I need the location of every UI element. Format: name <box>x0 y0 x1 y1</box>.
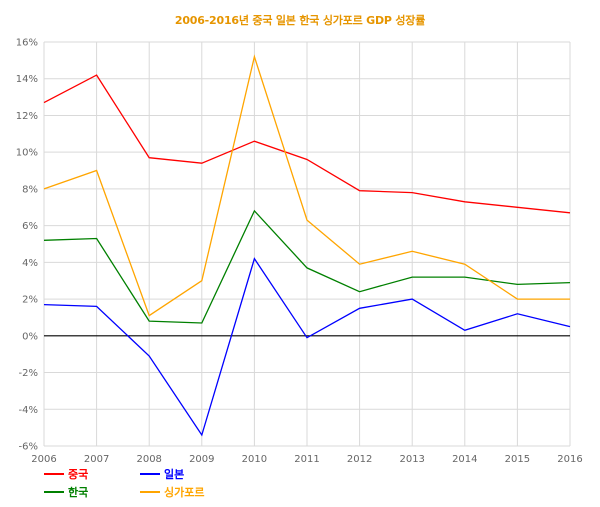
legend-item: 싱가포르 <box>140 484 204 500</box>
y-tick-labels: 16% 14% 12% 10% 8% 6% 4% 2% 0% -2% -4% -6% <box>16 38 38 453</box>
legend-label: 중국 <box>68 468 89 481</box>
series-line-1 <box>43 257 571 437</box>
y-tick-label: 8% <box>22 184 38 195</box>
legend-item: 일본 <box>140 466 184 482</box>
x-tick-label: 2012 <box>347 454 372 465</box>
x-tick-label: 2010 <box>242 454 267 465</box>
legend-label: 한국 <box>68 486 89 499</box>
x-tick-label: 2006 <box>31 454 56 465</box>
grid-lines <box>43 41 571 447</box>
legend-swatch <box>140 473 160 475</box>
series-line-2 <box>43 209 571 324</box>
y-tick-label: 14% <box>16 74 38 85</box>
x-tick-label: 2013 <box>399 454 424 465</box>
x-tick-labels: 2006 2007 2008 2009 2010 2011 2012 2013 2014 2015… <box>31 454 582 465</box>
y-tick-label: -2% <box>19 368 38 379</box>
legend-item: 한국 <box>44 484 88 500</box>
y-tick-label: -4% <box>19 405 38 416</box>
chart-title: 2006-2016년 중국 일본 한국 싱가포르 GDP 성장률 <box>174 14 426 27</box>
legend-swatch <box>44 473 64 475</box>
legend-label: 싱가포르 <box>164 486 205 499</box>
y-tick-label: 12% <box>16 111 38 122</box>
legend-swatch <box>44 491 64 493</box>
legend-label: 일본 <box>164 468 185 481</box>
x-tick-label: 2009 <box>189 454 214 465</box>
x-tick-label: 2011 <box>294 454 319 465</box>
x-tick-label: 2007 <box>84 454 109 465</box>
x-tick-label: 2014 <box>452 454 477 465</box>
series-line-0 <box>43 74 571 214</box>
series-lines <box>43 54 571 437</box>
series-line-3 <box>43 54 570 317</box>
y-tick-label: 2% <box>22 295 38 306</box>
legend-item: 중국 <box>44 466 88 482</box>
y-tick-label: 10% <box>16 148 38 159</box>
y-tick-label: 0% <box>22 331 38 342</box>
x-tick-label: 2008 <box>136 454 161 465</box>
y-tick-label: 16% <box>16 38 38 49</box>
y-tick-label: -6% <box>19 442 38 453</box>
x-tick-label: 2016 <box>557 454 582 465</box>
legend-swatch <box>140 491 160 493</box>
x-tick-label: 2015 <box>505 454 530 465</box>
y-tick-label: 4% <box>22 258 38 269</box>
y-tick-label: 6% <box>22 221 38 232</box>
